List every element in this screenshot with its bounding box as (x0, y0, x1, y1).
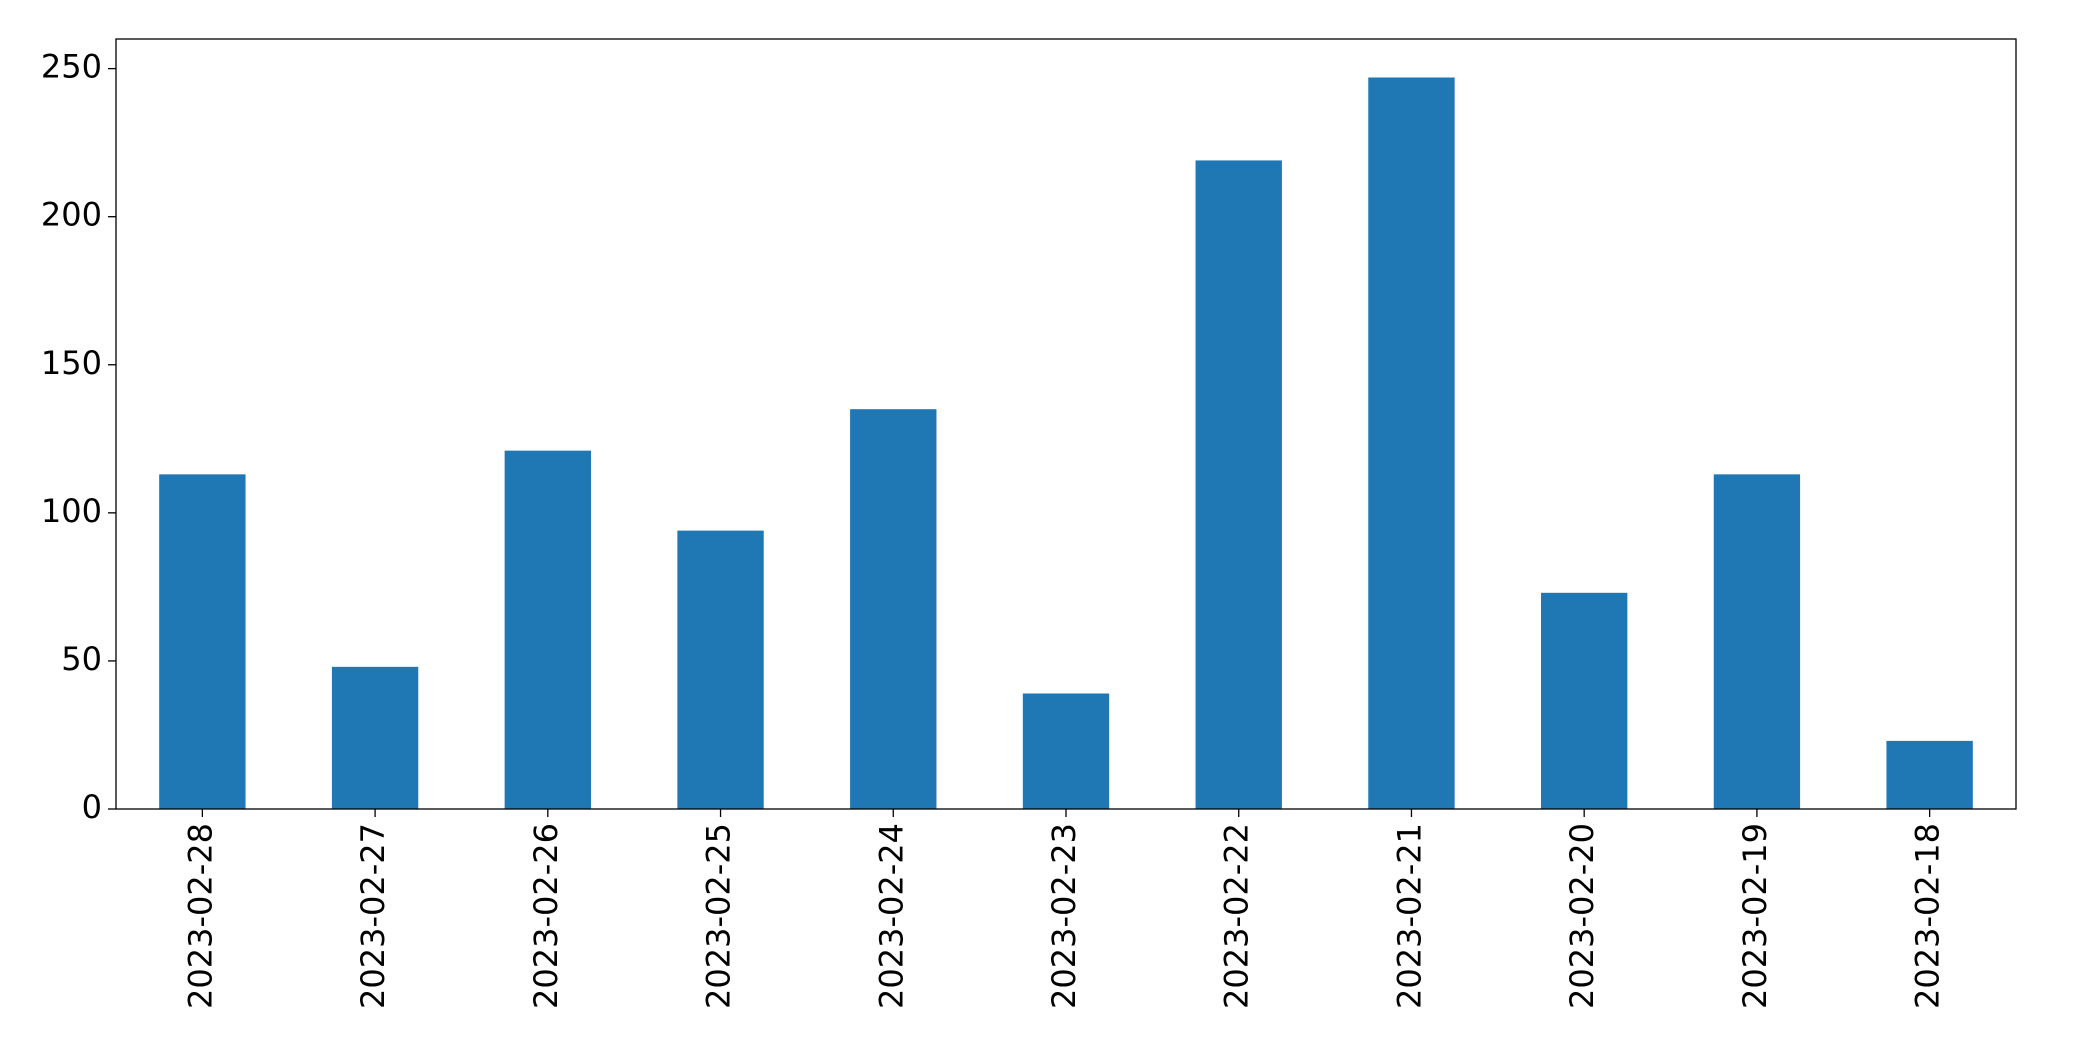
x-tick-label: 2023-02-19 (1736, 823, 1774, 1009)
bar (159, 474, 246, 809)
bar (504, 450, 591, 809)
x-tick-label: 2023-02-28 (181, 823, 219, 1009)
bar (1713, 474, 1801, 809)
x-tick-label: 2023-02-21 (1390, 823, 1428, 1009)
bar (331, 666, 419, 809)
y-tick-label: 200 (41, 196, 102, 234)
y-tick-label: 50 (61, 640, 102, 678)
x-tick-label: 2023-02-23 (1045, 823, 1083, 1009)
x-tick-label: 2023-02-22 (1218, 823, 1256, 1009)
x-tick-label: 2023-02-27 (354, 823, 392, 1009)
bar (677, 530, 764, 809)
x-tick-label: 2023-02-20 (1563, 823, 1601, 1009)
bar (1195, 160, 1282, 809)
x-tick-label: 2023-02-25 (700, 823, 738, 1009)
y-tick-label: 250 (41, 48, 102, 86)
x-tick-label: 2023-02-18 (1909, 823, 1947, 1009)
plot-frame (115, 38, 2017, 810)
bar (850, 409, 937, 809)
bar (1541, 592, 1628, 809)
bar (1022, 693, 1110, 809)
y-tick-label: 0 (82, 788, 102, 826)
bar (1368, 77, 1455, 809)
x-tick-label: 2023-02-24 (872, 823, 910, 1009)
x-tick-label: 2023-02-26 (527, 823, 565, 1009)
bar (1886, 740, 1973, 809)
y-tick-label: 100 (41, 492, 102, 530)
y-tick-label: 150 (41, 344, 102, 382)
